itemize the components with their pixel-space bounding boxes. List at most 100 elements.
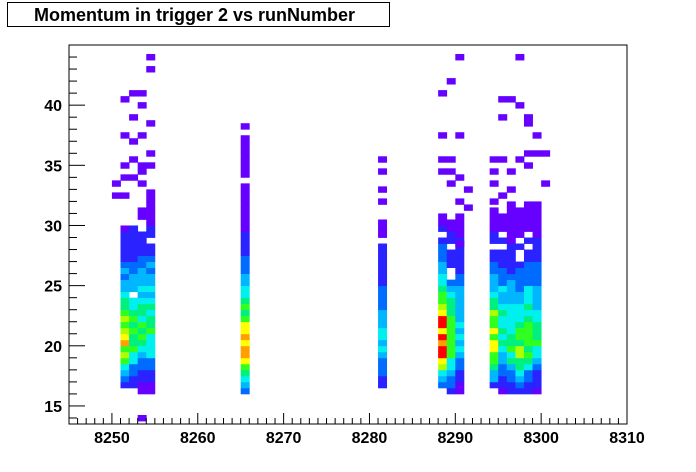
heatmap-cell <box>137 162 147 169</box>
heatmap-cell <box>463 204 473 211</box>
heatmap-cell <box>240 261 250 268</box>
heatmap-cell <box>506 387 516 395</box>
heatmap-cell <box>515 219 525 226</box>
heatmap-cell <box>455 240 465 247</box>
heatmap-cell <box>455 309 465 317</box>
heatmap-cell <box>515 381 525 389</box>
heatmap-cell <box>240 369 250 377</box>
heatmap-cell <box>506 363 516 371</box>
heatmap-cell <box>506 237 516 244</box>
heatmap-cell <box>129 255 139 262</box>
heatmap-cell <box>129 303 139 311</box>
heatmap-cell <box>532 201 542 208</box>
heatmap-cell <box>523 279 533 287</box>
heatmap-cell <box>146 387 156 395</box>
heatmap-cell <box>438 297 448 305</box>
heatmap-cell <box>455 345 465 353</box>
heatmap-cell <box>240 225 250 232</box>
heatmap-cell <box>446 345 456 353</box>
heatmap-cell <box>489 255 499 262</box>
heatmap-cell <box>498 333 508 341</box>
heatmap-cell <box>515 333 525 341</box>
heatmap-cell <box>378 369 388 377</box>
heatmap-cell <box>455 327 465 335</box>
heatmap-cell <box>532 237 542 244</box>
heatmap-cell <box>146 303 156 311</box>
heatmap-cell <box>532 213 542 220</box>
heatmap-cell <box>438 291 448 299</box>
heatmap-cell <box>463 186 473 193</box>
heatmap-cell <box>523 351 533 359</box>
heatmap-cell <box>137 327 147 335</box>
heatmap-cell <box>120 132 130 139</box>
heatmap-cell <box>137 357 147 365</box>
heatmap-cell <box>532 387 542 395</box>
heatmap-cell <box>438 243 448 250</box>
heatmap-cell <box>523 387 533 395</box>
heatmap-cell <box>532 333 542 341</box>
heatmap-cell <box>506 249 516 256</box>
heatmap-cell <box>455 231 465 238</box>
heatmap-cell <box>137 285 147 293</box>
heatmap-cell <box>506 381 516 389</box>
heatmap-cell <box>489 309 499 317</box>
heatmap-cell <box>120 339 130 347</box>
heatmap-cell <box>515 387 525 395</box>
heatmap-cell <box>515 345 525 353</box>
heatmap-cell <box>446 261 456 268</box>
heatmap-cell <box>240 183 250 190</box>
heatmap-cell <box>120 279 130 287</box>
heatmap-cell <box>506 303 516 311</box>
heatmap-cell <box>438 273 448 281</box>
heatmap-cell <box>446 168 456 175</box>
heatmap-cell <box>532 225 542 232</box>
heatmap-cell <box>129 90 139 97</box>
heatmap-cell <box>506 315 516 323</box>
heatmap-cell <box>489 267 499 275</box>
heatmap-cell <box>489 339 499 347</box>
heatmap-cell <box>378 339 388 347</box>
heatmap-cell <box>146 315 156 323</box>
heatmap-cell <box>240 303 250 311</box>
heatmap-cell <box>446 249 456 256</box>
heatmap-cell <box>137 213 147 220</box>
x-tick-label: 8280 <box>352 430 388 447</box>
heatmap-cell <box>129 174 139 181</box>
heatmap-cell <box>523 327 533 335</box>
heatmap-cell <box>438 261 448 268</box>
heatmap-cell <box>515 303 525 311</box>
heatmap-cell <box>532 291 542 299</box>
heatmap-cell <box>378 168 388 175</box>
heatmap-cell <box>498 315 508 323</box>
heatmap-cell <box>455 213 465 220</box>
heatmap-cell <box>455 381 465 389</box>
heatmap-cell <box>532 219 542 226</box>
heatmap-cell <box>489 357 499 365</box>
heatmap-cell <box>506 201 516 208</box>
heatmap-cell <box>455 297 465 305</box>
heatmap-cell <box>438 339 448 347</box>
heatmap-cell <box>498 381 508 389</box>
heatmap-cell <box>489 303 499 311</box>
heatmap-cell <box>438 132 448 139</box>
heatmap-cell <box>129 261 139 268</box>
heatmap-cell <box>240 153 250 160</box>
heatmap-cell <box>506 243 516 250</box>
heatmap-cell <box>515 261 525 268</box>
heatmap-cell <box>129 249 139 256</box>
heatmap-cell <box>498 279 508 287</box>
heatmap-cell <box>532 279 542 287</box>
heatmap-cell <box>532 321 542 329</box>
heatmap-cell <box>120 255 130 262</box>
heatmap-cell <box>506 231 516 238</box>
heatmap-cell <box>455 174 465 181</box>
heatmap-cell <box>446 156 456 163</box>
heatmap-cell <box>498 309 508 317</box>
heatmap-cell <box>120 267 130 275</box>
heatmap-cell <box>137 345 147 353</box>
y-tick-label: 35 <box>44 158 62 175</box>
heatmap-cell <box>455 333 465 341</box>
heatmap-cell <box>240 285 250 293</box>
heatmap-cell <box>146 213 156 220</box>
heatmap-cell <box>515 309 525 317</box>
